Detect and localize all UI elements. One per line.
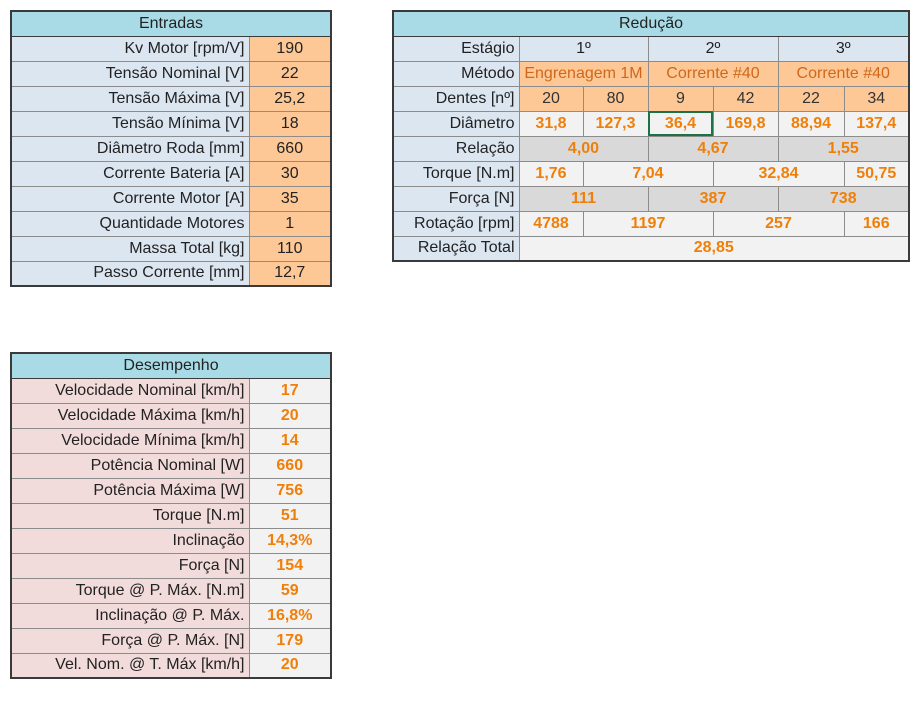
inclinacao-pmax-cell[interactable]: 16,8% [248, 602, 332, 629]
desempenho-title: Desempenho [10, 352, 332, 379]
passo-corrente-label: Passo Corrente [mm] [10, 260, 250, 287]
torque-1[interactable]: 1,76 [518, 160, 584, 187]
dentes-2b[interactable]: 42 [712, 85, 779, 112]
tensao-nominal-label: Tensão Nominal [V] [10, 60, 250, 87]
metodo-2[interactable]: Corrente #40 [647, 60, 779, 87]
quantidade-motores-cell[interactable]: 1 [248, 210, 332, 237]
torque-pmax-cell[interactable]: 59 [248, 577, 332, 604]
tensao-nominal-cell[interactable]: 22 [248, 60, 332, 87]
dentes-3b[interactable]: 34 [843, 85, 910, 112]
metodo-1[interactable]: Engrenagem 1M [518, 60, 649, 87]
rotacao-1[interactable]: 4788 [518, 210, 584, 237]
forca-label: Força [N] [10, 552, 250, 579]
metodo-3[interactable]: Corrente #40 [777, 60, 910, 87]
diametro-3b[interactable]: 137,4 [843, 110, 910, 137]
relacao-total-label: Relação Total [392, 235, 520, 262]
reducao-table: Redução Estágio 1º 2º 3º Método Engrenag… [392, 10, 910, 262]
torque-3[interactable]: 32,84 [712, 160, 845, 187]
quantidade-motores-label: Quantidade Motores [10, 210, 250, 237]
rotacao-4[interactable]: 166 [843, 210, 910, 237]
forca-label: Força [N] [392, 185, 520, 212]
rotacao-3[interactable]: 257 [712, 210, 845, 237]
estagio-1[interactable]: 1º [518, 35, 649, 62]
dentes-label: Dentes [nº] [392, 85, 520, 112]
potencia-nominal-cell[interactable]: 660 [248, 452, 332, 479]
diametro-roda-label: Diâmetro Roda [mm] [10, 135, 250, 162]
passo-corrente-cell[interactable]: 12,7 [248, 260, 332, 287]
velocidade-maxima-cell[interactable]: 20 [248, 402, 332, 429]
velocidade-minima-cell[interactable]: 14 [248, 427, 332, 454]
velocidade-nominal-cell[interactable]: 17 [248, 377, 332, 404]
velocidade-nominal-label: Velocidade Nominal [km/h] [10, 377, 250, 404]
kv-motor-cell[interactable]: 190 [248, 35, 332, 62]
forca-3[interactable]: 738 [777, 185, 910, 212]
dentes-1a[interactable]: 20 [518, 85, 584, 112]
diametro-roda-cell[interactable]: 660 [248, 135, 332, 162]
torque-label: Torque [N.m] [392, 160, 520, 187]
diametro-1a[interactable]: 31,8 [518, 110, 584, 137]
vel-nom-tmax-label: Vel. Nom. @ T. Máx [km/h] [10, 652, 250, 679]
diametro-label: Diâmetro [392, 110, 520, 137]
potencia-maxima-label: Potência Máxima [W] [10, 477, 250, 504]
massa-total-label: Massa Total [kg] [10, 235, 250, 262]
tensao-minima-cell[interactable]: 18 [248, 110, 332, 137]
inclinacao-label: Inclinação [10, 527, 250, 554]
corrente-bateria-cell[interactable]: 30 [248, 160, 332, 187]
diametro-3a[interactable]: 88,94 [777, 110, 845, 137]
relacao-label: Relação [392, 135, 520, 162]
potencia-maxima-cell[interactable]: 756 [248, 477, 332, 504]
forca-2[interactable]: 387 [647, 185, 779, 212]
corrente-bateria-label: Corrente Bateria [A] [10, 160, 250, 187]
diametro-2a-selected-cell[interactable]: 36,4 [647, 110, 714, 137]
rotacao-label: Rotação [rpm] [392, 210, 520, 237]
relacao-2[interactable]: 4,67 [647, 135, 779, 162]
dentes-1b[interactable]: 80 [582, 85, 649, 112]
torque-cell[interactable]: 51 [248, 502, 332, 529]
diametro-1b[interactable]: 127,3 [582, 110, 649, 137]
vel-nom-tmax-cell[interactable]: 20 [248, 652, 332, 679]
massa-total-cell[interactable]: 110 [248, 235, 332, 262]
torque-4[interactable]: 50,75 [843, 160, 910, 187]
inclinacao-cell[interactable]: 14,3% [248, 527, 332, 554]
forca-pmax-cell[interactable]: 179 [248, 627, 332, 654]
tensao-maxima-cell[interactable]: 25,2 [248, 85, 332, 112]
estagio-3[interactable]: 3º [777, 35, 910, 62]
relacao-3[interactable]: 1,55 [777, 135, 910, 162]
torque-2[interactable]: 7,04 [582, 160, 714, 187]
relacao-total-value[interactable]: 28,85 [518, 235, 910, 262]
diametro-2b[interactable]: 169,8 [712, 110, 779, 137]
inclinacao-pmax-label: Inclinação @ P. Máx. [10, 602, 250, 629]
entradas-table: Entradas Kv Motor [rpm/V] 190 Tensão Nomi… [10, 10, 333, 287]
dentes-3a[interactable]: 22 [777, 85, 845, 112]
relacao-1[interactable]: 4,00 [518, 135, 649, 162]
entradas-title: Entradas [10, 10, 332, 37]
metodo-label: Método [392, 60, 520, 87]
kv-motor-label: Kv Motor [rpm/V] [10, 35, 250, 62]
estagio-label: Estágio [392, 35, 520, 62]
torque-label: Torque [N.m] [10, 502, 250, 529]
torque-pmax-label: Torque @ P. Máx. [N.m] [10, 577, 250, 604]
potencia-nominal-label: Potência Nominal [W] [10, 452, 250, 479]
forca-cell[interactable]: 154 [248, 552, 332, 579]
reducao-title: Redução [392, 10, 910, 37]
forca-pmax-label: Força @ P. Máx. [N] [10, 627, 250, 654]
estagio-2[interactable]: 2º [647, 35, 779, 62]
rotacao-2[interactable]: 1197 [582, 210, 714, 237]
corrente-motor-cell[interactable]: 35 [248, 185, 332, 212]
velocidade-minima-label: Velocidade Mínima [km/h] [10, 427, 250, 454]
desempenho-table: Desempenho Velocidade Nominal [km/h] 17 V… [10, 352, 333, 679]
tensao-maxima-label: Tensão Máxima [V] [10, 85, 250, 112]
velocidade-maxima-label: Velocidade Máxima [km/h] [10, 402, 250, 429]
dentes-2a[interactable]: 9 [647, 85, 714, 112]
forca-1[interactable]: 111 [518, 185, 649, 212]
tensao-minima-label: Tensão Mínima [V] [10, 110, 250, 137]
corrente-motor-label: Corrente Motor [A] [10, 185, 250, 212]
